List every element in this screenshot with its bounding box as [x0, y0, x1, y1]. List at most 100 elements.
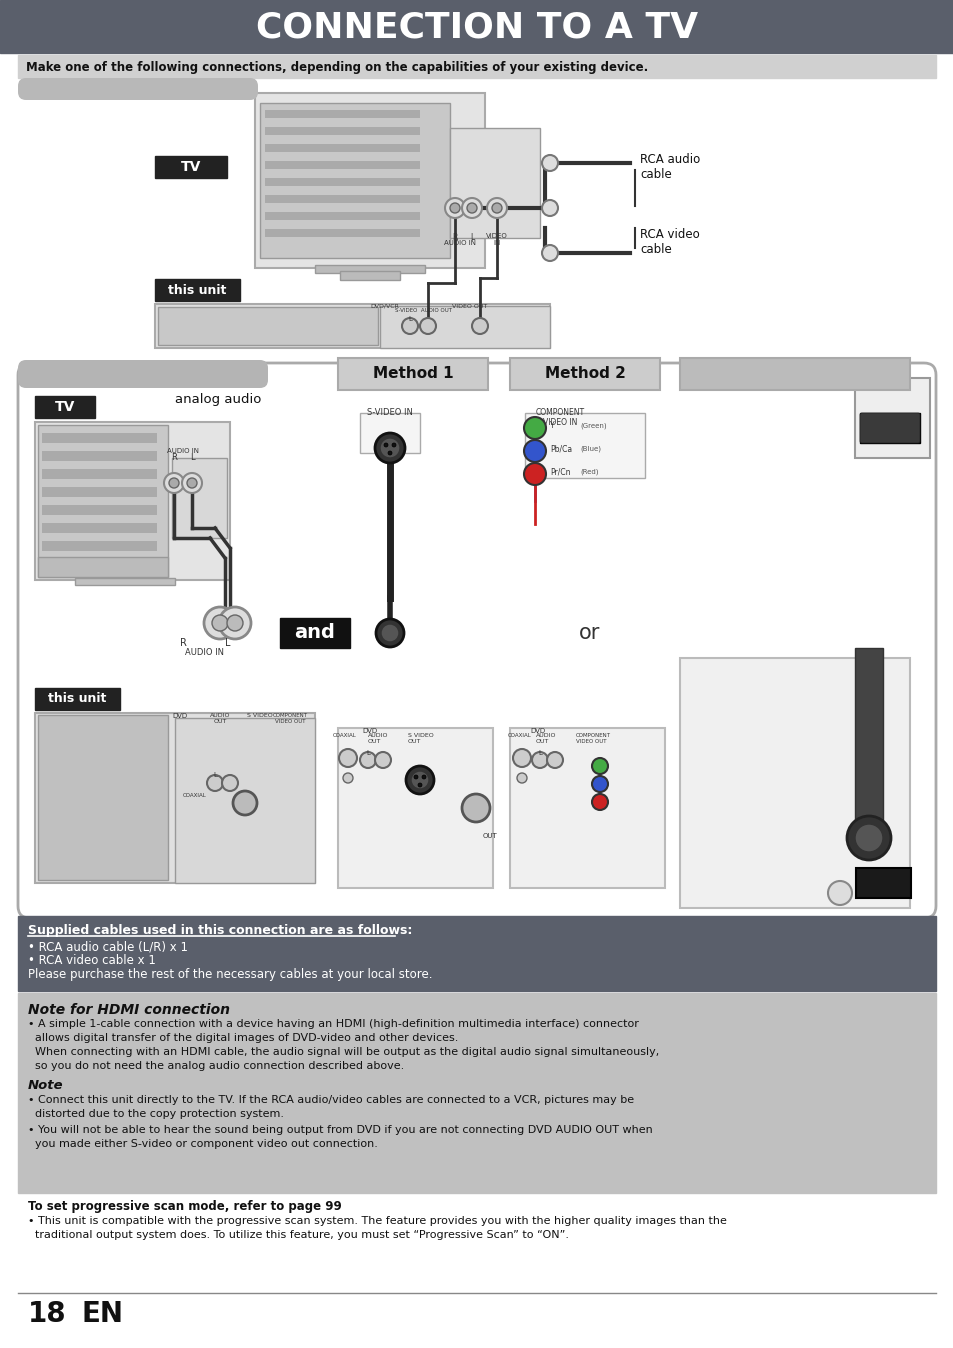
Text: Make one of the following connections, depending on the capabilities of your exi: Make one of the following connections, d… — [26, 61, 648, 74]
Bar — [42, 523, 157, 532]
Circle shape — [207, 775, 223, 791]
Circle shape — [384, 443, 388, 448]
Text: Supplied cables used in this connection are as follows:: Supplied cables used in this connection … — [28, 923, 412, 937]
FancyBboxPatch shape — [18, 360, 268, 388]
Bar — [265, 212, 419, 220]
Circle shape — [541, 200, 558, 216]
Bar — [158, 307, 377, 345]
Circle shape — [421, 775, 426, 779]
Text: To set progressive scan mode, refer to page 99: To set progressive scan mode, refer to p… — [28, 1200, 341, 1213]
Circle shape — [338, 749, 356, 767]
Circle shape — [592, 776, 607, 793]
Text: COAXIAL: COAXIAL — [183, 793, 207, 798]
Circle shape — [388, 452, 392, 456]
Text: AUDIO
OUT: AUDIO OUT — [210, 713, 230, 724]
Text: L: L — [225, 638, 231, 648]
Bar — [38, 714, 168, 880]
Circle shape — [486, 198, 506, 218]
Text: AUDIO IN: AUDIO IN — [185, 648, 224, 656]
Text: S VIDEO: S VIDEO — [247, 713, 273, 718]
Text: OUT: OUT — [482, 833, 497, 838]
Bar — [42, 506, 157, 515]
Text: DVD: DVD — [172, 713, 188, 718]
Circle shape — [461, 794, 490, 822]
Circle shape — [164, 473, 184, 493]
Bar — [18, 917, 935, 991]
Text: distorted due to the copy protection system.: distorted due to the copy protection sys… — [28, 1109, 284, 1119]
Text: 18: 18 — [28, 1299, 67, 1328]
Bar — [337, 359, 488, 390]
Bar — [314, 266, 424, 274]
Bar — [38, 557, 168, 577]
Bar — [0, 0, 953, 53]
Bar — [450, 128, 539, 239]
Circle shape — [461, 198, 481, 218]
Text: S-VIDEO  AUDIO OUT: S-VIDEO AUDIO OUT — [395, 307, 452, 313]
Text: When connecting with an HDMI cable, the audio signal will be output as the digit: When connecting with an HDMI cable, the … — [28, 1047, 659, 1057]
Text: R: R — [171, 453, 176, 462]
Text: traditional output system does. To utilize this feature, you must set “Progressi: traditional output system does. To utili… — [28, 1229, 568, 1240]
Circle shape — [523, 439, 545, 462]
Bar — [679, 658, 909, 909]
Text: CONNECTION TO A TV: CONNECTION TO A TV — [255, 9, 698, 44]
Bar — [265, 178, 419, 186]
Bar — [379, 306, 550, 348]
Text: DVD: DVD — [362, 728, 377, 735]
Bar — [174, 718, 314, 883]
Circle shape — [212, 615, 228, 631]
Circle shape — [411, 771, 429, 789]
Text: AUDIO IN: AUDIO IN — [167, 448, 199, 454]
Text: VIDEO OUT: VIDEO OUT — [452, 305, 487, 309]
Text: COAXIAL: COAXIAL — [508, 733, 532, 737]
Text: • A simple 1-cable connection with a device having an HDMI (high-definition mult: • A simple 1-cable connection with a dev… — [28, 1019, 639, 1029]
Text: R: R — [452, 233, 457, 243]
Circle shape — [375, 619, 403, 647]
Circle shape — [406, 766, 434, 794]
Text: EN: EN — [82, 1299, 124, 1328]
Circle shape — [523, 462, 545, 485]
Text: RCA video
cable: RCA video cable — [639, 228, 699, 256]
Bar — [38, 425, 168, 577]
Bar — [855, 868, 910, 898]
Text: AUDIO
OUT: AUDIO OUT — [536, 733, 556, 744]
Text: Y: Y — [550, 422, 554, 430]
Circle shape — [417, 783, 421, 787]
Circle shape — [414, 775, 417, 779]
Circle shape — [846, 816, 890, 860]
Text: COMPONENT
VIDEO OUT: COMPONENT VIDEO OUT — [273, 713, 307, 724]
Circle shape — [467, 204, 476, 213]
Circle shape — [419, 318, 436, 334]
Text: L: L — [408, 315, 412, 322]
Text: S VIDEO
OUT: S VIDEO OUT — [408, 733, 434, 744]
Circle shape — [827, 882, 851, 905]
Circle shape — [450, 204, 459, 213]
Text: Pb/Ca: Pb/Ca — [550, 445, 572, 453]
Circle shape — [392, 443, 395, 448]
Circle shape — [227, 615, 243, 631]
Bar — [254, 93, 484, 268]
Circle shape — [444, 198, 464, 218]
Bar — [854, 648, 882, 828]
Text: L: L — [470, 233, 474, 243]
Circle shape — [380, 624, 398, 642]
Bar — [18, 55, 935, 78]
Text: (Blue): (Blue) — [579, 446, 600, 452]
Text: AUDIO IN: AUDIO IN — [443, 240, 476, 245]
Bar — [337, 728, 493, 888]
Text: L: L — [537, 749, 541, 756]
Circle shape — [222, 775, 237, 791]
Text: this unit: this unit — [48, 693, 106, 705]
Text: you made either S-video or component video out connection.: you made either S-video or component vid… — [28, 1139, 377, 1148]
Bar — [510, 359, 659, 390]
Circle shape — [523, 417, 545, 439]
Text: (Green): (Green) — [579, 423, 606, 429]
Bar — [265, 229, 419, 237]
Circle shape — [513, 749, 531, 767]
Bar — [524, 412, 644, 479]
Text: Method 2: Method 2 — [544, 367, 625, 381]
Circle shape — [204, 607, 235, 639]
Bar — [260, 102, 450, 257]
Text: (Red): (Red) — [579, 469, 598, 476]
Circle shape — [541, 155, 558, 171]
Bar — [265, 160, 419, 168]
